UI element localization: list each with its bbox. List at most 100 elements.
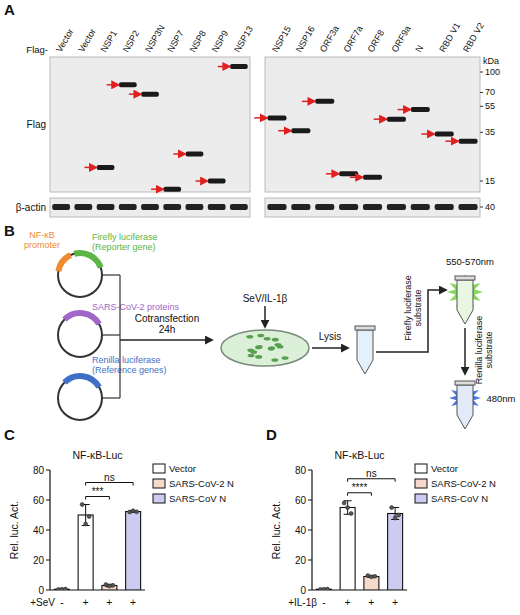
replicate-point [84, 522, 88, 526]
figure: AFlag-Flagβ-actinVectorVectorNSP1NSP2NSP… [0, 0, 520, 615]
cell [255, 355, 262, 359]
lane-label: NSP8 [188, 29, 208, 54]
lane-label: N [413, 43, 425, 54]
bar [78, 515, 93, 590]
actin-band [411, 204, 430, 210]
replicate-point [135, 510, 139, 514]
band-arrow [254, 117, 267, 119]
actin-band [141, 204, 159, 210]
legend-label: SARS-CoV N [169, 493, 226, 504]
panel-label: B [4, 222, 15, 239]
band [230, 64, 248, 69]
x-tick-label: + [130, 596, 136, 608]
band [208, 179, 226, 184]
y-tick [46, 470, 50, 471]
actin-band [186, 204, 204, 210]
lane-label: NSP2 [121, 29, 141, 54]
actin-band [435, 204, 454, 210]
x-tick-label: + [368, 596, 374, 608]
plasmid-label: SARS-CoV-2 proteins [92, 302, 180, 312]
tube [357, 330, 373, 374]
chart-title: NF-κB-Luc [72, 449, 122, 461]
kda-label: kDa [483, 56, 499, 66]
cell [272, 338, 279, 342]
legend-label: SARS-CoV-2 N [169, 478, 234, 489]
actin-band [315, 204, 334, 210]
cell [248, 354, 255, 358]
significance-bracket [348, 493, 372, 496]
kda-marker: 15 [485, 176, 495, 186]
flag-prefix: Flag- [26, 44, 48, 55]
band-arrow [218, 66, 230, 68]
band [459, 139, 478, 144]
lane-label: NSP16 [294, 24, 317, 54]
y-tick-label: 20 [295, 555, 307, 566]
plot-marks [54, 503, 140, 591]
bands [267, 99, 477, 180]
band [411, 107, 430, 112]
cell [255, 346, 262, 350]
y-tick-label: 0 [300, 585, 306, 596]
band [387, 117, 406, 122]
dish [221, 330, 309, 366]
legend-swatch [415, 479, 427, 488]
y-tick-label: 40 [295, 525, 307, 536]
band-arrow [196, 180, 208, 182]
plasmid-label: (Reporter gene) [92, 242, 156, 252]
significance-label: **** [352, 482, 368, 493]
actin-band [208, 204, 226, 210]
kda-tick [480, 181, 483, 182]
cell [282, 356, 289, 360]
band-arrow [326, 173, 339, 175]
panel-label: D [266, 426, 277, 443]
arrow [312, 347, 348, 349]
band [363, 175, 382, 180]
lane-label: RBD V1 [437, 21, 462, 54]
y-tick [308, 500, 312, 501]
actin-band [230, 204, 248, 210]
band [291, 128, 310, 133]
lane-label: NSP7 [165, 29, 185, 54]
lane-label: ORF9a [389, 24, 412, 54]
significance-bracket [86, 497, 110, 500]
y-tick-label: 0 [38, 585, 44, 596]
legend-label: Vector [169, 463, 196, 474]
wavelength: 480nm [486, 393, 515, 404]
replicate-point [397, 513, 401, 517]
y-tick [46, 500, 50, 501]
x-tick-label: - [60, 596, 64, 608]
band [141, 92, 159, 97]
actin-band [363, 204, 382, 210]
legend-swatch [415, 464, 427, 473]
y-tick-label: 20 [33, 555, 45, 566]
legend-swatch [153, 479, 165, 488]
band-arrow [302, 101, 315, 103]
arrow [264, 306, 266, 327]
y-tick-label: 80 [33, 465, 45, 476]
bracket [102, 274, 120, 275]
panel-label: A [4, 1, 15, 18]
y-tick [308, 470, 312, 471]
actin-band [97, 204, 115, 210]
band [163, 187, 181, 192]
y-tick [46, 530, 50, 531]
row-label: β-actin [16, 202, 46, 213]
kda-tick [480, 207, 483, 208]
plasmid-label: NF-κB [29, 230, 55, 240]
tube [457, 385, 473, 429]
plasmid-segment [64, 376, 99, 387]
legend-swatch [153, 494, 165, 503]
band [186, 151, 204, 156]
x-tick-label: + [392, 596, 398, 608]
plasmid [58, 313, 102, 357]
blot [265, 57, 480, 192]
band [267, 115, 286, 120]
replicate-point [342, 501, 346, 505]
lane-label: Vector [76, 27, 97, 54]
bracket [119, 275, 120, 398]
actin-blot [50, 198, 250, 217]
cell [271, 358, 278, 362]
band [119, 82, 137, 87]
band-arrow [129, 93, 141, 95]
plasmid-label: promoter [24, 240, 60, 250]
